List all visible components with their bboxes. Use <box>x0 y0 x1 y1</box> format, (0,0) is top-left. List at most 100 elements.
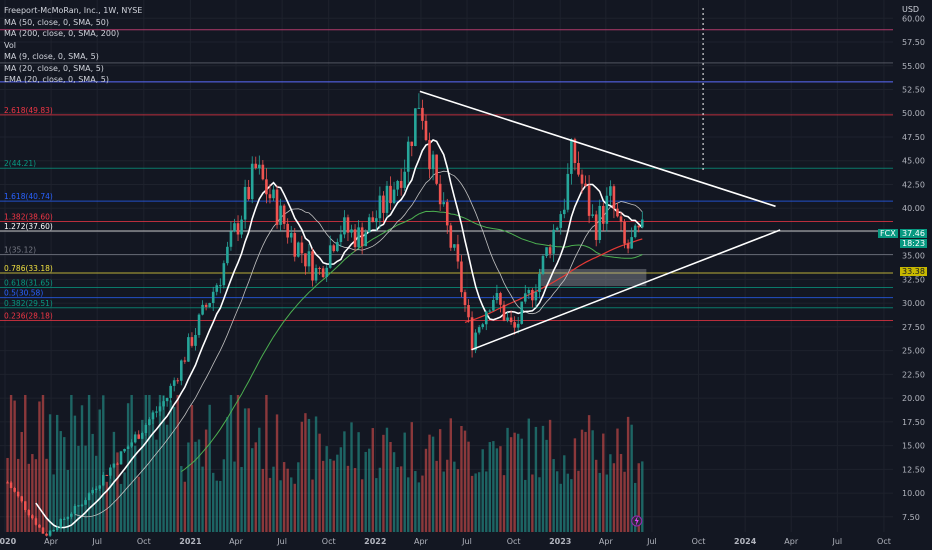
last-price-tag: 37.46 <box>900 229 927 238</box>
volume-bar <box>506 427 509 532</box>
volume-bar <box>456 469 460 532</box>
candle-body <box>552 229 555 254</box>
volume-bar <box>492 441 495 532</box>
candle-body <box>162 401 165 407</box>
candle-body <box>261 164 265 180</box>
candle-body <box>41 527 45 534</box>
candle-body <box>637 225 641 228</box>
candle-body <box>151 412 155 420</box>
volume-bar <box>282 462 286 532</box>
volume-bar <box>566 473 570 532</box>
y-tick-label: 55.00 <box>902 62 925 71</box>
volume-bar <box>240 467 243 532</box>
volume-bar <box>123 472 126 532</box>
x-tick-label: Jul <box>646 537 657 546</box>
volume-bar <box>20 431 23 532</box>
price-sub-label: 18:23 <box>900 239 928 248</box>
candle-body <box>577 162 580 175</box>
candle-body <box>392 189 396 204</box>
volume-bar <box>382 434 385 532</box>
volume-bar <box>109 468 112 532</box>
volume-bar <box>222 459 226 532</box>
indicator-ma50[interactable]: MA (50, close, 0, SMA, 50) <box>4 17 110 27</box>
y-tick-label: 52.50 <box>902 86 925 95</box>
volume-bar <box>77 445 80 532</box>
volume-bar <box>148 395 151 532</box>
y-tick-label: 10.00 <box>902 489 925 498</box>
candle-body <box>226 246 229 264</box>
fib-label: 0.382(29.51) <box>4 299 53 308</box>
candle-body <box>424 120 428 141</box>
candle-body <box>445 202 449 226</box>
candle-body <box>353 229 357 248</box>
volume-bar <box>141 419 144 532</box>
indicator-ma20[interactable]: MA (20, close, 0, SMA, 5) <box>4 63 104 73</box>
volume-bar <box>619 453 623 532</box>
volume-bar <box>555 471 559 532</box>
candle-body <box>619 216 623 222</box>
candle-body <box>247 186 250 200</box>
fib-label: 1.272(37.60) <box>4 222 53 231</box>
candle-body <box>321 268 325 278</box>
volume-bar <box>378 467 382 532</box>
indicator-ema20[interactable]: EMA (20, close, 0, SMA, 5) <box>4 75 109 84</box>
candle-body <box>545 247 548 256</box>
candle-body <box>105 474 109 476</box>
candle-body <box>229 231 233 247</box>
volume-bar <box>534 426 538 532</box>
candle-body <box>155 411 158 413</box>
support-zone <box>538 268 647 287</box>
candle-body <box>197 314 201 336</box>
candle-body <box>339 234 343 243</box>
candle-body <box>307 251 311 267</box>
y-tick-label: 47.50 <box>902 133 925 142</box>
volume-bar <box>580 429 584 532</box>
volume-bar <box>45 458 48 532</box>
candle-body <box>559 214 563 228</box>
candle-body <box>467 305 470 318</box>
volume-bar <box>485 471 488 532</box>
volume-bar <box>80 405 84 532</box>
volume-bar <box>594 459 598 532</box>
volume-bar <box>137 476 140 532</box>
y-tick-label: 32.50 <box>902 275 925 284</box>
candle-body <box>460 261 463 293</box>
candle-body <box>130 442 133 447</box>
candle-body <box>158 406 162 412</box>
candle-body <box>580 174 584 184</box>
volume-bar <box>407 477 410 532</box>
volume-bar <box>541 425 545 532</box>
volume-bar <box>332 460 335 532</box>
candle-body <box>27 510 31 516</box>
volume-bar <box>183 481 187 532</box>
candle-body <box>94 488 98 490</box>
volume-bar <box>91 433 94 532</box>
volume-bar <box>236 395 240 532</box>
indicator-ma9[interactable]: MA (9, close, 0, SMA, 5) <box>4 52 99 61</box>
y-tick-label: 45.00 <box>902 157 925 166</box>
indicator-vol[interactable]: Vol <box>4 40 16 50</box>
candle-body <box>148 419 151 425</box>
volume-bar <box>27 463 31 532</box>
fib-label: 1.618(40.74) <box>4 192 53 201</box>
y-tick-label: 20.00 <box>902 394 925 403</box>
x-tick-label: Jul <box>461 537 472 546</box>
candle-body <box>126 446 130 450</box>
volume-bar <box>453 461 456 532</box>
candle-body <box>566 173 570 210</box>
candle-body <box>371 217 375 223</box>
indicator-ma200[interactable]: MA (200, close, 0, SMA, 200) <box>4 29 120 38</box>
candle-body <box>77 505 80 507</box>
volume-bar <box>307 418 311 532</box>
trendline-upper <box>419 90 776 208</box>
volume-bar <box>31 454 34 532</box>
volume-bar <box>446 459 449 532</box>
volume-bar <box>612 463 616 532</box>
candle-body <box>375 218 378 223</box>
volume-bar <box>502 475 506 532</box>
candle-body <box>410 141 414 146</box>
candle-body <box>623 221 626 244</box>
volume-bar <box>102 395 105 532</box>
